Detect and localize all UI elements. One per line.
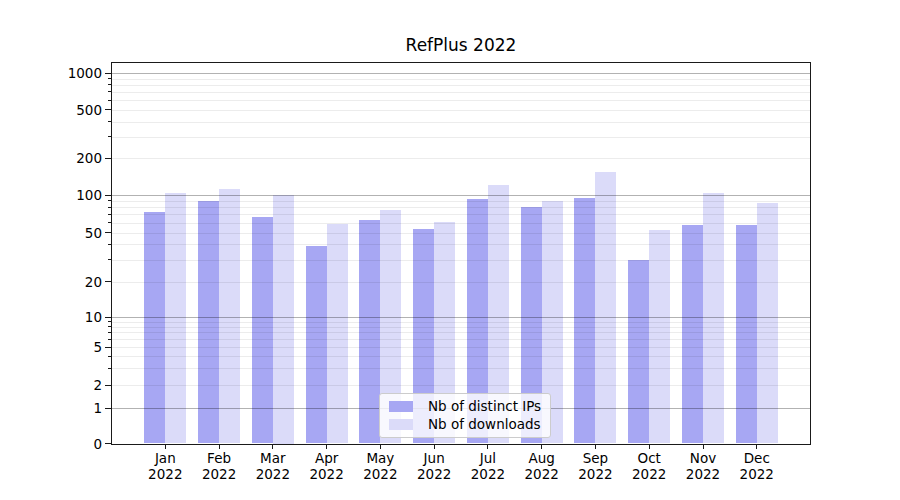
bar-ips-dec	[736, 225, 757, 443]
y-minor-tick-30	[108, 259, 111, 260]
x-tick-aug	[541, 444, 542, 449]
y-minor-tick-4	[108, 356, 111, 357]
y-minor-tick-70	[108, 214, 111, 215]
x-tick-year: 2022	[725, 466, 789, 482]
bar-downloads-dec	[757, 203, 778, 444]
x-tick-feb	[219, 444, 220, 449]
y-minor-tick-60	[108, 222, 111, 223]
y-tick-10	[105, 317, 111, 318]
y-tick-20	[105, 281, 111, 282]
y-minor-tick-3	[108, 368, 111, 369]
y-tick-label-10: 10	[0, 309, 102, 325]
y-minor-tick-700	[108, 91, 111, 92]
bar-downloads-oct	[649, 230, 670, 443]
y-tick-100	[105, 195, 111, 196]
y-tick-label-0: 0	[0, 436, 102, 452]
y-tick-label-5: 5	[0, 339, 102, 355]
figure: RefPlus 2022 Nb of distinct IPs Nb of dow…	[0, 0, 900, 500]
legend-item-downloads: Nb of downloads	[389, 417, 541, 432]
legend-swatch-distinct-ips	[389, 401, 413, 412]
y-minor-tick-40	[108, 244, 111, 245]
bar-downloads-nov	[703, 193, 724, 443]
bar-ips-mar	[252, 217, 273, 443]
y-tick-5	[105, 347, 111, 348]
bar-ips-may	[359, 220, 380, 444]
bar-downloads-mar	[273, 195, 294, 444]
y-tick-0	[105, 443, 111, 444]
y-tick-label-1: 1	[0, 400, 102, 416]
bar-downloads-jan	[165, 193, 186, 443]
x-tick-dec	[756, 444, 757, 449]
legend-label: Nb of downloads	[428, 417, 541, 432]
bar-ips-feb	[198, 201, 219, 443]
x-tick-may	[380, 444, 381, 449]
bar-downloads-apr	[327, 224, 348, 444]
y-minor-tick-90	[108, 200, 111, 201]
y-tick-label-100: 100	[0, 187, 102, 203]
y-tick-1000	[105, 73, 111, 74]
x-tick-sep	[595, 444, 596, 449]
bar-ips-apr	[306, 246, 327, 444]
chart-title: RefPlus 2022	[111, 35, 811, 55]
bar-ips-nov	[682, 225, 703, 443]
bar-ips-jan	[144, 212, 165, 443]
y-tick-label-500: 500	[0, 102, 102, 118]
y-minor-tick-8	[108, 326, 111, 327]
y-minor-tick-7	[108, 332, 111, 333]
plot-area: Nb of distinct IPs Nb of downloads	[111, 62, 811, 445]
y-minor-tick-900	[108, 78, 111, 79]
y-tick-200	[105, 158, 111, 159]
y-tick-500	[105, 109, 111, 110]
y-minor-tick-6	[108, 339, 111, 340]
x-tick-oct	[649, 444, 650, 449]
x-tick-mar	[272, 444, 273, 449]
y-tick-1	[105, 408, 111, 409]
y-tick-2	[105, 385, 111, 386]
x-tick-month: Dec	[725, 450, 789, 466]
bar-downloads-sep	[595, 172, 616, 444]
y-tick-label-20: 20	[0, 274, 102, 290]
legend: Nb of distinct IPs Nb of downloads	[379, 393, 551, 438]
y-tick-label-200: 200	[0, 150, 102, 166]
y-minor-tick-9	[108, 321, 111, 322]
y-tick-50	[105, 232, 111, 233]
y-minor-tick-800	[108, 84, 111, 85]
y-tick-label-50: 50	[0, 225, 102, 241]
x-tick-apr	[326, 444, 327, 449]
y-minor-tick-400	[108, 121, 111, 122]
legend-item-distinct-ips: Nb of distinct IPs	[389, 399, 541, 414]
x-tick-nov	[703, 444, 704, 449]
legend-swatch-downloads	[389, 419, 413, 430]
legend-label: Nb of distinct IPs	[428, 399, 541, 414]
x-tick-label-dec: Dec2022	[725, 450, 789, 482]
y-tick-label-2: 2	[0, 377, 102, 393]
bars-layer	[112, 63, 810, 444]
x-tick-jan	[165, 444, 166, 449]
y-minor-tick-300	[108, 136, 111, 137]
y-minor-tick-600	[108, 100, 111, 101]
bar-ips-sep	[574, 198, 595, 443]
bar-downloads-feb	[219, 189, 240, 444]
x-tick-jul	[487, 444, 488, 449]
y-minor-tick-80	[108, 207, 111, 208]
y-tick-label-1000: 1000	[0, 65, 102, 81]
bar-ips-oct	[628, 260, 649, 444]
x-tick-jun	[434, 444, 435, 449]
